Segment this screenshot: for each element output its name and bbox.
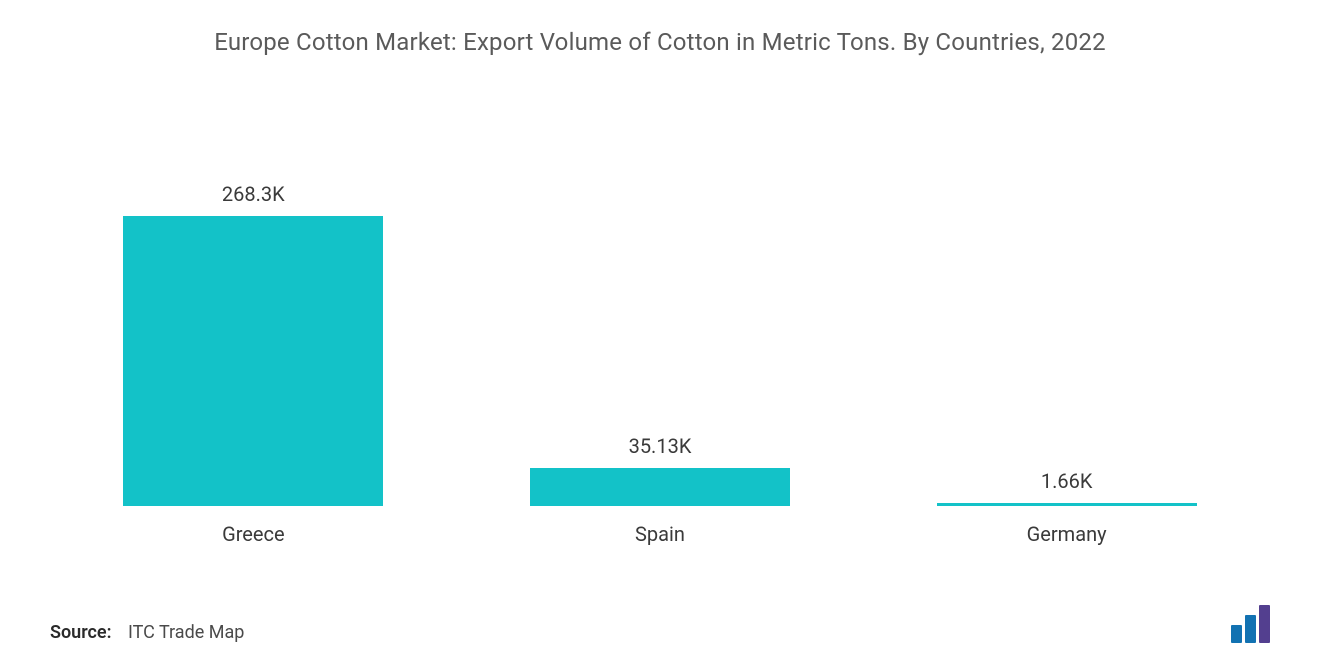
bar-value-label: 35.13K (629, 434, 692, 458)
bar-group-spain: 35.13K (457, 434, 864, 506)
bar-group-germany: 1.66K (863, 469, 1270, 506)
logo-bar (1231, 625, 1242, 643)
chart-title: Europe Cotton Market: Export Volume of C… (50, 28, 1270, 56)
bar-value-label: 268.3K (222, 182, 285, 206)
bar-value-label: 1.66K (1041, 469, 1093, 493)
x-label-spain: Spain (457, 514, 864, 546)
bar-rect (530, 468, 790, 506)
source-value: ITC Trade Map (128, 622, 244, 643)
source-label: Source: (50, 622, 112, 643)
bars-row: 268.3K 35.13K 1.66K (50, 86, 1270, 506)
logo-bar (1245, 615, 1256, 643)
chart-footer: Source: ITC Trade Map (50, 605, 1270, 643)
bar-group-greece: 268.3K (50, 182, 457, 506)
x-label-greece: Greece (50, 514, 457, 546)
chart-plot-area: 268.3K 35.13K 1.66K Greece Spain Germany (50, 86, 1270, 546)
bar-rect (937, 503, 1197, 506)
x-axis-labels: Greece Spain Germany (50, 514, 1270, 546)
logo-bar (1259, 605, 1270, 643)
x-label-germany: Germany (863, 514, 1270, 546)
bar-rect (123, 216, 383, 506)
source-citation: Source: ITC Trade Map (50, 622, 244, 643)
brand-logo-icon (1231, 605, 1270, 643)
chart-container: Europe Cotton Market: Export Volume of C… (0, 0, 1320, 665)
